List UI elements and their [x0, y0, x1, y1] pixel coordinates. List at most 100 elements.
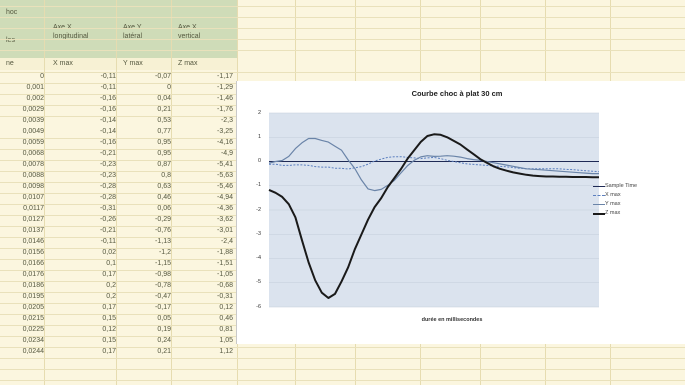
table-cell[interactable]: -0,23	[100, 161, 116, 168]
table-cell[interactable]: 0,02	[102, 249, 116, 256]
table-cell[interactable]: -0,21	[100, 150, 116, 157]
table-cell[interactable]: -1,17	[217, 73, 233, 80]
table-cell[interactable]: 0,0225	[22, 326, 44, 333]
table-cell[interactable]: -2,4	[220, 238, 233, 245]
table-cell[interactable]: -3,25	[217, 128, 233, 135]
table-cell[interactable]: 0,87	[157, 161, 171, 168]
table-cell[interactable]: 0,0088	[22, 172, 44, 179]
table-cell[interactable]: 0,0098	[22, 183, 44, 190]
header-col1-line1[interactable]: Axe X	[53, 24, 72, 32]
table-cell[interactable]: -1,88	[217, 249, 233, 256]
table-cell[interactable]: 0,1	[106, 260, 116, 267]
table-cell[interactable]: -1,05	[217, 271, 233, 278]
table-cell[interactable]: -4,36	[217, 205, 233, 212]
table-cell[interactable]: -2,3	[220, 117, 233, 124]
table-cell[interactable]: 0,12	[219, 304, 233, 311]
table-cell[interactable]: -0,16	[100, 106, 116, 113]
table-cell[interactable]: -0,23	[100, 172, 116, 179]
table-cell[interactable]: 0,17	[102, 304, 116, 311]
table-cell[interactable]: -0,29	[155, 216, 171, 223]
table-cell[interactable]: -0,98	[155, 271, 171, 278]
table-cell[interactable]: 0,2	[106, 293, 116, 300]
table-cell[interactable]: -1,46	[217, 95, 233, 102]
table-cell[interactable]: -0,21	[100, 227, 116, 234]
table-cell[interactable]: -0,07	[155, 73, 171, 80]
table-cell[interactable]: 0,17	[102, 348, 116, 355]
table-cell[interactable]: 0,0049	[22, 128, 44, 135]
table-cell[interactable]: 0,77	[157, 128, 171, 135]
subheader-x-max[interactable]: X max	[53, 60, 73, 67]
table-cell[interactable]: -1,15	[155, 260, 171, 267]
table-cell[interactable]: 0,17	[102, 271, 116, 278]
table-cell[interactable]: 0,81	[219, 326, 233, 333]
table-cell[interactable]: 1,05	[219, 337, 233, 344]
table-cell[interactable]: 0,24	[157, 337, 171, 344]
table-cell[interactable]: 0,0127	[22, 216, 44, 223]
subheader-z-max[interactable]: Z max	[178, 60, 198, 67]
table-cell[interactable]: 0,0068	[22, 150, 44, 157]
table-cell[interactable]: -0,78	[155, 282, 171, 289]
table-cell[interactable]: -0,11	[100, 73, 116, 80]
table-cell[interactable]: 0,15	[102, 315, 116, 322]
subheader-unit[interactable]: ne	[6, 60, 14, 67]
header-row-fragment[interactable]: les	[6, 37, 15, 44]
table-cell[interactable]: 0,0146	[22, 238, 44, 245]
table-cell[interactable]: 0,0244	[22, 348, 44, 355]
table-cell[interactable]: 0,0039	[22, 117, 44, 124]
table-cell[interactable]: -0,14	[100, 128, 116, 135]
table-cell[interactable]: -0,16	[100, 95, 116, 102]
table-cell[interactable]: 0,0215	[22, 315, 44, 322]
table-cell[interactable]: 0,0176	[22, 271, 44, 278]
chart[interactable]: Courbe choc à plat 30 cm durée en millis…	[236, 81, 685, 344]
table-cell[interactable]: 0,53	[157, 117, 171, 124]
table-cell[interactable]: 0,002	[26, 95, 44, 102]
table-cell[interactable]: -4,9	[220, 150, 233, 157]
header-col3-line2[interactable]: vertical	[178, 33, 201, 40]
table-cell[interactable]: 0,95	[157, 139, 171, 146]
table-cell[interactable]: 0,8	[161, 172, 171, 179]
table-cell[interactable]: -1,29	[217, 84, 233, 91]
table-cell[interactable]: -0,11	[100, 84, 116, 91]
table-cell[interactable]: 0,0059	[22, 139, 44, 146]
table-cell[interactable]: 0,15	[102, 337, 116, 344]
table-cell[interactable]: -0,31	[217, 293, 233, 300]
header-title-fragment[interactable]: hoc	[6, 9, 18, 16]
header-col2-line1[interactable]: Axe Y	[123, 24, 142, 32]
table-cell[interactable]: 0,06	[157, 205, 171, 212]
table-cell[interactable]: 0,21	[157, 348, 171, 355]
table-cell[interactable]: 0,0029	[22, 106, 44, 113]
table-cell[interactable]: 0,46	[219, 315, 233, 322]
table-cell[interactable]: 0,12	[102, 326, 116, 333]
subheader-y-max[interactable]: Y max	[123, 60, 143, 67]
table-cell[interactable]: -1,76	[217, 106, 233, 113]
table-cell[interactable]: -0,28	[100, 194, 116, 201]
table-cell[interactable]: -0,17	[155, 304, 171, 311]
table-cell[interactable]: 0,0166	[22, 260, 44, 267]
table-cell[interactable]: 0,2	[106, 282, 116, 289]
table-cell[interactable]: 0,19	[157, 326, 171, 333]
table-cell[interactable]: -5,63	[217, 172, 233, 179]
table-cell[interactable]: -0,11	[100, 238, 116, 245]
table-cell[interactable]: 1,12	[219, 348, 233, 355]
table-cell[interactable]: 0,63	[157, 183, 171, 190]
table-cell[interactable]: 0,04	[157, 95, 171, 102]
table-cell[interactable]: 0,0117	[23, 205, 44, 212]
table-cell[interactable]: 0,0234	[22, 337, 44, 344]
header-col1-line2[interactable]: longitudinal	[53, 33, 89, 40]
table-cell[interactable]: 0	[40, 73, 44, 80]
table-cell[interactable]: -0,16	[100, 139, 116, 146]
table-cell[interactable]: 0,0205	[22, 304, 44, 311]
table-cell[interactable]: -4,16	[217, 139, 233, 146]
table-cell[interactable]: -0,47	[155, 293, 171, 300]
table-cell[interactable]: -1,2	[158, 249, 171, 256]
table-cell[interactable]: -0,68	[217, 282, 233, 289]
table-cell[interactable]: -0,26	[100, 216, 116, 223]
table-cell[interactable]: -3,62	[217, 216, 233, 223]
table-cell[interactable]: -5,46	[217, 183, 233, 190]
table-cell[interactable]: 0,0078	[22, 161, 44, 168]
table-cell[interactable]: 0,0186	[22, 282, 44, 289]
table-cell[interactable]: 0,0107	[22, 194, 44, 201]
table-cell[interactable]: 0,001	[26, 84, 44, 91]
table-cell[interactable]: -0,76	[155, 227, 171, 234]
table-cell[interactable]: 0,0156	[22, 249, 44, 256]
